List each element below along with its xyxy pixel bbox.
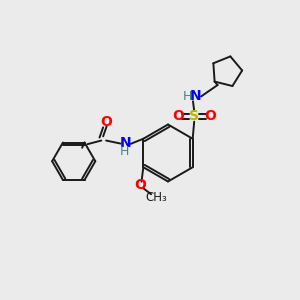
Text: H: H [183, 90, 192, 103]
Text: N: N [119, 136, 131, 150]
Text: O: O [172, 109, 184, 123]
Text: H: H [120, 146, 129, 158]
Text: S: S [189, 109, 199, 123]
Text: O: O [134, 178, 146, 192]
Text: CH₃: CH₃ [145, 191, 167, 204]
Text: N: N [190, 89, 202, 103]
Text: O: O [204, 109, 216, 123]
Text: O: O [100, 115, 112, 129]
